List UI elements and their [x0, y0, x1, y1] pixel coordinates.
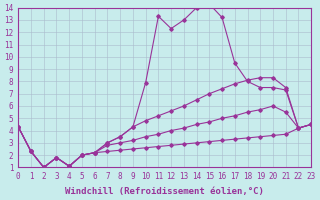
X-axis label: Windchill (Refroidissement éolien,°C): Windchill (Refroidissement éolien,°C): [65, 187, 264, 196]
